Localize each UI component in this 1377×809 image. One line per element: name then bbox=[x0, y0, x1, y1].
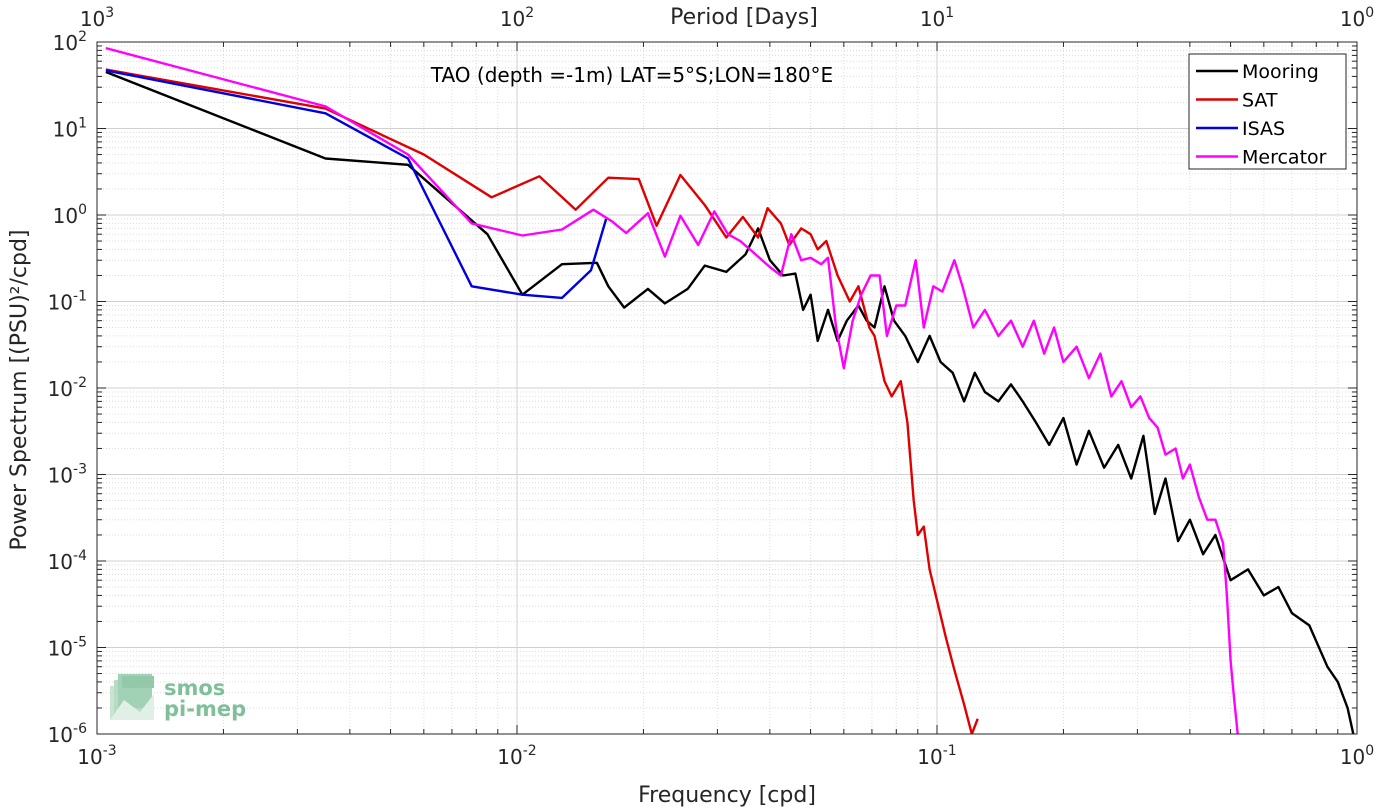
legend: Mooring SAT ISAS Mercator bbox=[1188, 53, 1347, 170]
y-tick-label: 10-2 bbox=[48, 375, 87, 401]
y-tick-label: 102 bbox=[53, 29, 87, 55]
legend-label-sat: SAT bbox=[1242, 90, 1278, 112]
y-tick-label: 100 bbox=[53, 202, 87, 228]
legend-label-isas: ISAS bbox=[1242, 118, 1285, 140]
x-tick-label: 10-3 bbox=[77, 743, 116, 769]
series-line-sat bbox=[105, 68, 979, 734]
x-axis-label: Frequency [cpd] bbox=[638, 783, 816, 808]
y-tick-label: 101 bbox=[53, 116, 87, 142]
legend-label-mooring: Mooring bbox=[1242, 61, 1319, 83]
x-tick-label: 10-2 bbox=[497, 743, 536, 769]
top-tick-label: 101 bbox=[920, 5, 954, 31]
top-tick-label: 103 bbox=[80, 5, 114, 31]
y-tick-label: 10-1 bbox=[48, 289, 87, 315]
y-tick-label: 10-3 bbox=[48, 462, 87, 488]
grid bbox=[96, 41, 1358, 735]
y-tick-label: 10-5 bbox=[48, 635, 87, 661]
legend-label-mercator: Mercator bbox=[1242, 147, 1327, 169]
top-tick-label: 100 bbox=[1340, 5, 1374, 31]
x-tick-label: 100 bbox=[1340, 743, 1374, 769]
logo-text-pi-mep: pi-mep bbox=[164, 697, 246, 721]
y-tick-label: 10-4 bbox=[48, 548, 88, 574]
legend-box bbox=[1188, 53, 1347, 170]
logo-text-smos: smos bbox=[164, 676, 225, 700]
logo-mark-icon bbox=[110, 674, 154, 720]
x-tick-label: 10-1 bbox=[917, 743, 956, 769]
top-axis-label: Period [Days] bbox=[670, 5, 818, 30]
series-lines bbox=[105, 46, 1355, 734]
series-line-mooring bbox=[105, 70, 1355, 734]
chart-title: TAO (depth =-1m) LAT=5°S;LON=180°E bbox=[430, 63, 833, 87]
smos-pi-mep-logo: smos pi-mep bbox=[110, 674, 246, 721]
series-line-isas bbox=[105, 69, 608, 300]
series-line-mercator bbox=[105, 46, 1239, 734]
y-tick-label: 10-6 bbox=[48, 721, 88, 747]
y-axis-label: Power Spectrum [(PSU)²/cpd] bbox=[7, 229, 32, 550]
top-tick-label: 102 bbox=[500, 5, 534, 31]
